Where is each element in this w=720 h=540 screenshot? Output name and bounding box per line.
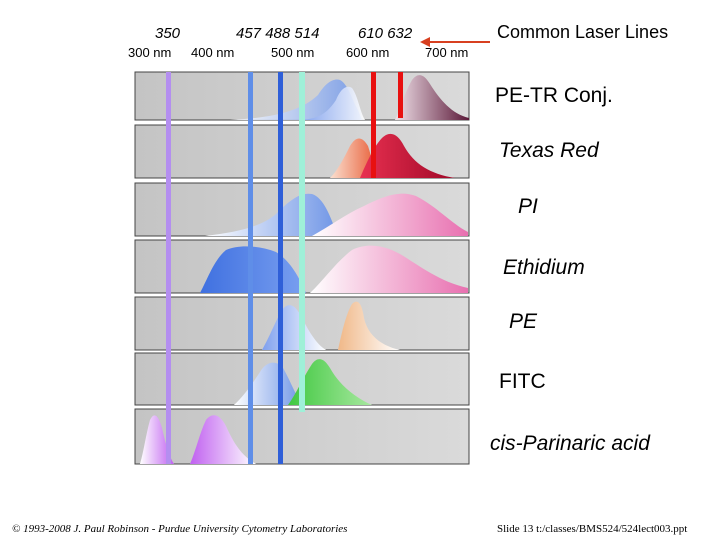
axis-700nm: 700 nm	[425, 45, 469, 60]
dye-label-cis-parinaric: cis-Parinaric acid	[490, 432, 650, 455]
dye-label-fitc: FITC	[499, 370, 546, 393]
arrow-icon	[420, 37, 490, 47]
laser-label-457-488-514: 457 488 514	[236, 25, 320, 42]
axis-300nm: 300 nm	[128, 45, 172, 60]
footer-slide-info: Slide 13 t:/classes/BMS524/524lect003.pp…	[497, 523, 688, 535]
footer-copyright: © 1993-2008 J. Paul Robinson - Purdue Un…	[12, 523, 348, 535]
laser-line-610	[371, 72, 376, 178]
panel-cis-parinaric	[134, 408, 470, 465]
laser-line-350	[166, 72, 171, 464]
laser-line-457	[248, 72, 253, 464]
laser-label-610-632: 610 632	[358, 25, 413, 42]
laser-line-632	[398, 72, 403, 118]
dye-label-pe-tr: PE-TR Conj.	[495, 84, 613, 107]
axis-600nm: 600 nm	[346, 45, 390, 60]
laser-line-514	[299, 72, 305, 412]
dye-label-texas-red: Texas Red	[499, 139, 599, 162]
dye-label-ethidium: Ethidium	[503, 256, 585, 279]
dye-label-pe: PE	[509, 310, 538, 333]
laser-lines-title: Common Laser Lines	[497, 22, 669, 42]
laser-label-350: 350	[155, 25, 181, 42]
dye-label-pi: PI	[518, 195, 538, 218]
axis-400nm: 400 nm	[191, 45, 235, 60]
axis-500nm: 500 nm	[271, 45, 315, 60]
laser-line-488	[278, 72, 283, 464]
